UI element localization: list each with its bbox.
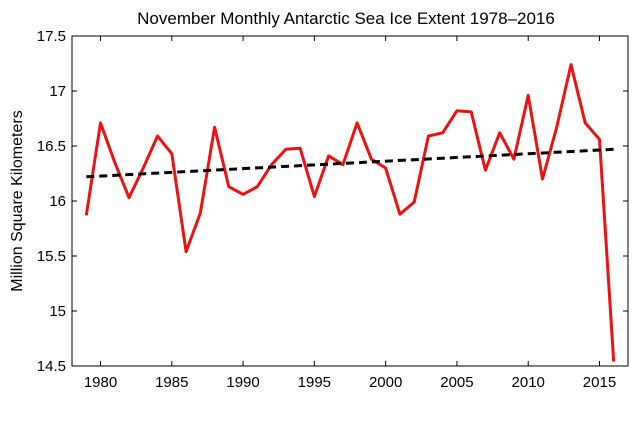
chart-title: November Monthly Antarctic Sea Ice Exten… — [137, 9, 555, 28]
x-tick-label: 1980 — [84, 374, 117, 391]
trend-line — [86, 147, 614, 179]
x-tick-label: 2015 — [583, 374, 616, 391]
x-tick-label: 1985 — [155, 374, 188, 391]
x-tick-label: 1990 — [226, 374, 259, 391]
extent-series-line — [84, 63, 616, 362]
y-tick-label: 15.5 — [37, 248, 66, 265]
y-tick-label: 17 — [49, 83, 66, 100]
y-tick-label: 16.5 — [37, 138, 66, 155]
y-axis-label: Million Square Kilometers — [9, 110, 26, 291]
y-tick-label: 15 — [49, 303, 66, 320]
x-tick-label: 2010 — [512, 374, 545, 391]
x-tick-label: 1995 — [298, 374, 331, 391]
x-tick-label: 2000 — [369, 374, 402, 391]
y-tick-label: 14.5 — [37, 358, 66, 375]
y-tick-label: 16 — [49, 193, 66, 210]
y-tick-label: 17.5 — [37, 28, 66, 45]
plot-frame — [71, 35, 629, 367]
x-tick-label: 2005 — [440, 374, 473, 391]
